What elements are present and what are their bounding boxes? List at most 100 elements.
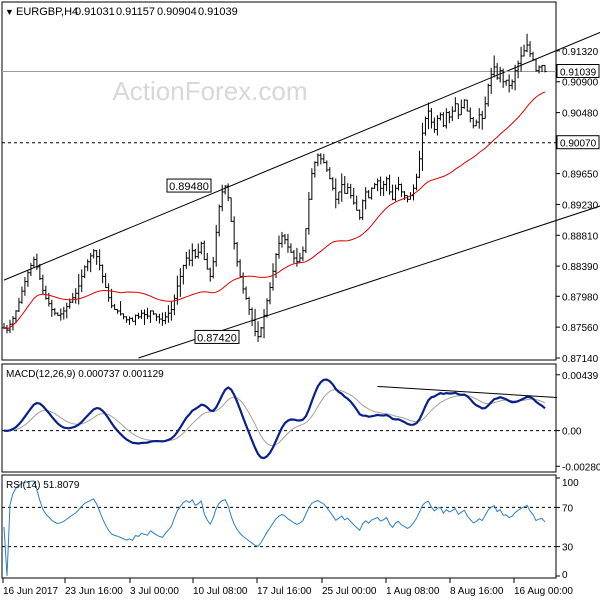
price-tick-label: 0.87140	[562, 354, 599, 365]
price-bar	[104, 273, 108, 288]
price-bar	[184, 252, 188, 270]
price-bar	[232, 216, 236, 250]
macd-tick-label: 0.00439	[562, 371, 599, 382]
price-bar	[217, 204, 221, 237]
price-bar	[80, 269, 84, 293]
price-bar	[462, 99, 466, 109]
price-bar	[304, 228, 308, 254]
price-bar	[92, 249, 96, 259]
macd-layer	[2, 378, 557, 460]
price-bar	[510, 79, 514, 90]
price-bar	[352, 188, 356, 205]
rsi-tick-label: 30	[562, 543, 574, 554]
price-bar	[447, 110, 451, 124]
price-bar	[453, 97, 457, 112]
price-bar	[435, 115, 439, 136]
price-bar	[8, 319, 12, 334]
price-bar	[44, 285, 48, 300]
price-bar	[471, 117, 475, 129]
price-bar	[220, 184, 224, 212]
price-bar	[65, 302, 69, 319]
price-bar	[411, 184, 415, 201]
price-bar	[444, 108, 448, 129]
rsi-tick-label: 70	[562, 503, 574, 514]
price-bar	[89, 252, 93, 273]
price-bar	[244, 286, 248, 300]
price-bar	[313, 161, 317, 178]
price-tick-label: 0.87980	[562, 292, 599, 303]
rsi-label: RSI(14) 51.8079	[6, 480, 80, 491]
price-bar	[157, 313, 161, 324]
price-bar	[340, 173, 344, 202]
price-bar	[56, 312, 60, 316]
level-box	[556, 135, 600, 150]
price-tick-label: 0.90900	[562, 78, 599, 89]
price-bar	[241, 272, 245, 294]
price-bar	[169, 301, 173, 321]
price-bar	[151, 310, 155, 315]
price-bar	[11, 316, 15, 331]
annotation-box	[194, 329, 240, 344]
price-bar	[142, 309, 146, 325]
price-bar	[394, 184, 398, 202]
price-bar	[355, 195, 359, 211]
price-bar	[474, 119, 478, 127]
price-tick-label: 0.91320	[562, 47, 599, 58]
price-bar	[504, 79, 508, 86]
price-bar	[71, 292, 75, 304]
price-bar	[154, 313, 158, 322]
price-bar	[41, 274, 45, 295]
macd-panel-frame	[1, 363, 557, 473]
price-bar	[373, 182, 377, 189]
axis-layer: 0.91320 0.90900 0.90480 0.89650 0.89230 0.888…	[2, 47, 600, 597]
price-bar	[519, 46, 523, 72]
x-tick-label: 1 Aug 08:00	[386, 586, 440, 597]
price-bar	[325, 160, 329, 172]
price-bar	[414, 173, 418, 191]
price-annotation: 0.89480	[166, 178, 212, 193]
price-bar	[226, 183, 230, 202]
macd-tick-label: -0.002809	[562, 462, 600, 473]
price-bar	[289, 243, 293, 254]
price-bar	[531, 51, 535, 62]
price-bar	[298, 252, 302, 263]
price-bar	[116, 309, 120, 314]
price-bar	[253, 308, 257, 337]
macd-main-line	[3, 378, 546, 460]
x-tick-label: 17 Jul 16:00	[257, 586, 312, 597]
price-bar	[262, 309, 266, 339]
price-bar	[50, 299, 54, 317]
x-tick-label: 16 Jun 2017	[3, 586, 58, 597]
price-bar	[134, 314, 138, 326]
x-tick-label: 25 Jul 00:00	[322, 586, 377, 597]
price-bar	[187, 249, 191, 266]
price-bar	[382, 180, 386, 196]
price-tick-label: 0.90480	[562, 109, 599, 120]
price-bar	[528, 41, 532, 58]
price-tick-label: 0.88810	[562, 231, 599, 242]
price-bar	[310, 168, 314, 200]
price-bar	[59, 308, 63, 321]
rsi-panel-frame	[1, 474, 557, 579]
price-bar	[86, 259, 90, 272]
price-bar	[432, 117, 436, 133]
channel-upper-line	[3, 31, 600, 281]
price-bar	[17, 297, 21, 312]
price-bar	[211, 256, 215, 279]
price-bar	[238, 259, 242, 277]
price-bar	[379, 176, 383, 196]
price-bar	[328, 167, 332, 180]
price-bar	[459, 99, 463, 116]
price-bar	[316, 153, 320, 167]
price-panel-frame	[1, 1, 557, 361]
price-bar	[172, 294, 176, 316]
price-bar	[364, 187, 368, 210]
price-bar	[540, 64, 544, 73]
price-bar	[74, 288, 78, 304]
price-bar	[32, 256, 36, 268]
price-bar	[516, 60, 520, 79]
price-bar	[256, 321, 260, 342]
price-bar	[376, 178, 380, 192]
